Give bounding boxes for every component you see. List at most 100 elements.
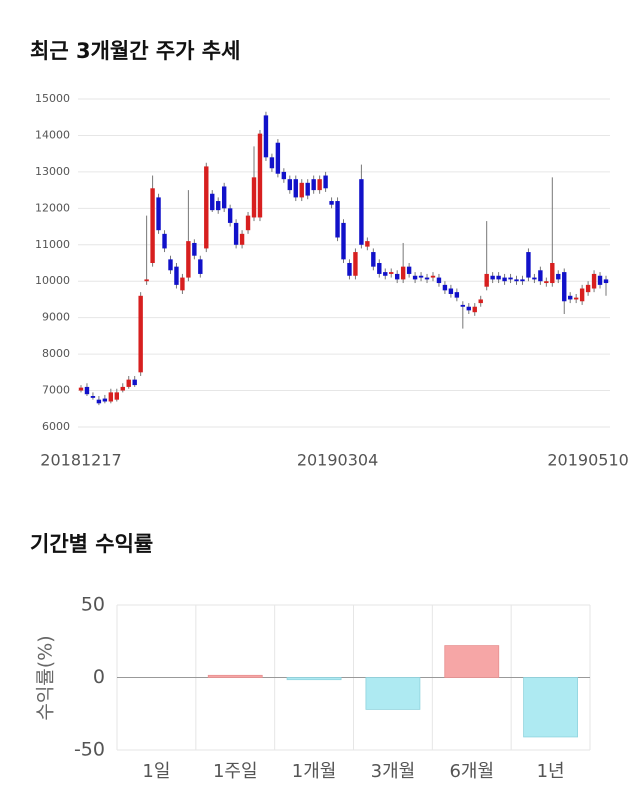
- candle-body: [466, 306, 471, 311]
- y-tick-label: 10000: [35, 274, 70, 287]
- candle-body: [526, 252, 531, 278]
- candle-body: [287, 179, 293, 191]
- candle-body: [556, 273, 561, 280]
- candle-body: [514, 279, 519, 282]
- candle-body: [227, 208, 233, 223]
- bar: [286, 677, 342, 681]
- candle-body: [365, 241, 370, 247]
- x-tick-label: 3개월: [371, 761, 416, 782]
- candle-body: [329, 201, 334, 205]
- candle-body: [496, 275, 501, 280]
- candle-body: [251, 177, 257, 218]
- candle-body: [573, 297, 579, 300]
- candle-body: [550, 263, 555, 284]
- candle-body: [371, 252, 376, 267]
- candle-body: [132, 379, 137, 386]
- candle-body: [120, 386, 125, 391]
- bar: [444, 645, 500, 678]
- candle-body: [353, 252, 358, 276]
- candle-body: [335, 201, 340, 238]
- candle-body: [454, 292, 460, 298]
- x-tick-label: 20190510: [547, 451, 628, 470]
- candle-body: [442, 284, 448, 291]
- candle-body: [532, 277, 537, 280]
- candle-body: [269, 157, 275, 169]
- candle-body: [585, 284, 591, 293]
- y-tick-label: 9000: [42, 311, 70, 324]
- x-tick-label: 1년: [537, 761, 565, 782]
- candle-body: [412, 275, 418, 280]
- candle-body: [460, 304, 466, 307]
- x-tick-label: 1일: [142, 761, 170, 782]
- candle-body: [311, 179, 316, 191]
- candle-body: [400, 266, 406, 280]
- candle-body: [448, 288, 454, 294]
- y-axis-label: 수익률(%): [35, 635, 57, 720]
- candle-body: [204, 166, 209, 249]
- candle-body: [174, 266, 179, 285]
- candle-body: [508, 277, 513, 280]
- candle-body: [424, 277, 430, 280]
- candle-body: [263, 115, 269, 158]
- candle-body: [257, 133, 263, 218]
- y-tick-label: 0: [93, 666, 105, 688]
- candle-body: [568, 295, 573, 300]
- candle-body: [436, 277, 442, 284]
- candle-body: [299, 182, 304, 198]
- candle-body: [275, 142, 281, 174]
- candle-body: [430, 275, 436, 278]
- candle-body: [323, 175, 328, 189]
- candle-body: [168, 259, 173, 271]
- candle-body: [359, 179, 364, 245]
- candle-body: [305, 182, 310, 196]
- candle-body: [603, 279, 609, 284]
- y-tick-label: 7000: [42, 384, 70, 397]
- candle-body: [406, 266, 412, 274]
- candle-body: [210, 193, 215, 211]
- bar: [523, 677, 578, 738]
- candle-body: [579, 288, 585, 302]
- x-tick-label: 20190304: [297, 451, 378, 470]
- y-tick-label: 12000: [35, 201, 70, 214]
- candle-body: [293, 179, 298, 198]
- candle-body: [245, 215, 251, 231]
- x-tick-label: 1개월: [292, 761, 337, 782]
- y-tick-label: 50: [81, 594, 105, 616]
- candle-body: [538, 270, 543, 282]
- candle-body: [239, 233, 245, 245]
- chart-title: 기간별 수익률: [30, 532, 153, 556]
- y-tick-label: 11000: [35, 238, 70, 251]
- y-tick-label: 13000: [35, 165, 70, 178]
- candle-body: [180, 277, 185, 291]
- candle-body: [233, 222, 239, 245]
- x-tick-label: 20181217: [40, 451, 121, 470]
- candle-body: [162, 233, 167, 249]
- candle-body: [562, 272, 567, 302]
- candle-body: [150, 188, 155, 263]
- candle-body: [138, 295, 143, 373]
- candle-body: [389, 272, 394, 274]
- candle-body: [144, 279, 149, 282]
- candle-body: [597, 275, 603, 285]
- candle-body: [418, 275, 424, 278]
- candle-body: [84, 386, 90, 395]
- candle-body: [383, 272, 388, 276]
- candle-body: [520, 279, 525, 282]
- candle-body: [198, 259, 203, 274]
- y-tick-label: 8000: [42, 347, 70, 360]
- x-tick-label: 1주일: [213, 761, 258, 782]
- y-tick-label: 6000: [42, 420, 70, 433]
- candle-body: [102, 398, 108, 402]
- y-tick-label: 14000: [35, 128, 70, 141]
- candle-body: [78, 387, 84, 391]
- y-tick-label: 15000: [35, 92, 70, 105]
- bar: [365, 677, 421, 710]
- candle-body: [394, 273, 400, 280]
- candle-body: [544, 281, 549, 284]
- candle-body: [502, 277, 507, 282]
- candle-body: [490, 275, 495, 280]
- candle-body: [317, 179, 322, 191]
- candle-body: [221, 186, 227, 209]
- candle-body: [472, 306, 477, 313]
